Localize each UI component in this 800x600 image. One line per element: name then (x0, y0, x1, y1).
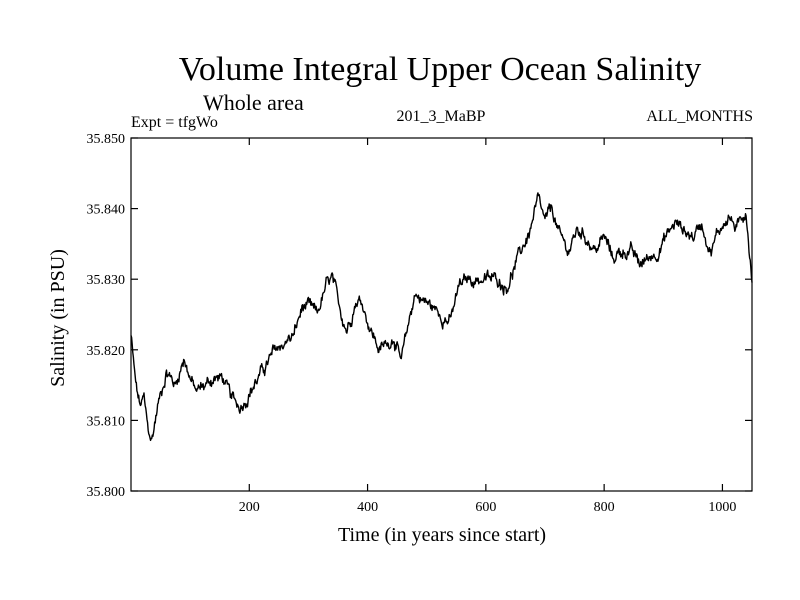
x-tick-label: 400 (357, 500, 378, 515)
x-axis-label: Time (in years since start) (338, 524, 546, 546)
x-tick-label: 600 (475, 500, 496, 515)
x-tick-label: 1000 (708, 500, 736, 515)
salinity-series-line (130, 192, 753, 442)
y-axis-label: Salinity (in PSU) (47, 249, 69, 387)
experiment-label: Expt = tfgWo (131, 114, 218, 131)
x-tick-label: 200 (239, 500, 260, 515)
y-tick-label: 35.850 (87, 132, 126, 147)
plot-area: 35.800 35.810 35.820 35.830 35.840 35.850 200 4… (87, 132, 753, 515)
chart-subtitle: Whole area (203, 90, 304, 115)
y-tick-label: 35.840 (87, 203, 126, 218)
y-tick-label: 35.820 (87, 344, 126, 359)
run-label: 201_3_MaBP (397, 108, 486, 125)
chart-title: Volume Integral Upper Ocean Salinity (179, 51, 701, 88)
x-tick-label: 800 (594, 500, 615, 515)
y-tick-label: 35.810 (87, 414, 126, 429)
y-tick-label: 35.830 (87, 273, 126, 288)
plot-frame (130, 137, 753, 492)
y-tick-label: 35.800 (87, 485, 126, 500)
period-label: ALL_MONTHS (646, 108, 753, 125)
